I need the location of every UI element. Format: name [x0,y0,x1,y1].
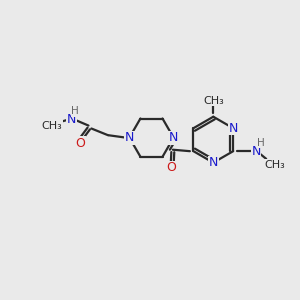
Text: CH₃: CH₃ [42,121,62,130]
Text: N: N [251,145,261,158]
Text: CH₃: CH₃ [203,95,224,106]
Text: CH₃: CH₃ [264,160,285,170]
Text: N: N [229,122,238,135]
Text: N: N [125,131,134,144]
Text: O: O [166,161,176,175]
Text: N: N [169,131,178,144]
Text: H: H [257,138,265,148]
Text: N: N [208,156,218,169]
Text: N: N [67,113,76,126]
Text: O: O [76,137,85,150]
Text: H: H [71,106,79,116]
